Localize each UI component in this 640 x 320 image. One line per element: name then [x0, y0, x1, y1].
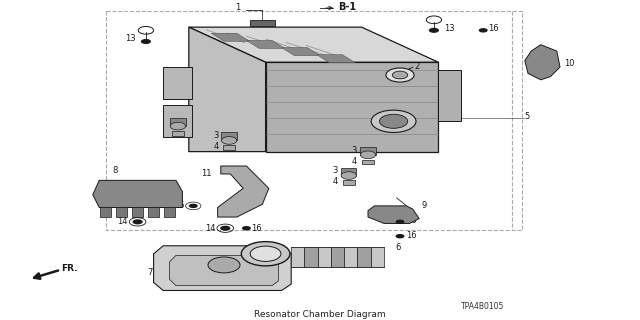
Text: 16: 16 — [406, 231, 417, 240]
Text: 4: 4 — [352, 157, 357, 166]
Polygon shape — [362, 160, 374, 164]
Polygon shape — [132, 207, 143, 217]
Text: 6: 6 — [396, 243, 401, 252]
Polygon shape — [163, 105, 192, 137]
Polygon shape — [331, 247, 344, 267]
Polygon shape — [317, 55, 355, 63]
Circle shape — [341, 172, 356, 180]
Text: 4: 4 — [333, 178, 338, 187]
Circle shape — [241, 242, 290, 266]
Text: 16: 16 — [252, 224, 262, 233]
Polygon shape — [266, 62, 438, 152]
Text: 13: 13 — [125, 34, 136, 43]
Text: 4: 4 — [214, 142, 219, 151]
Polygon shape — [163, 67, 192, 99]
Circle shape — [396, 234, 404, 238]
Polygon shape — [218, 166, 269, 217]
Polygon shape — [164, 207, 175, 217]
Circle shape — [371, 110, 416, 132]
Polygon shape — [438, 70, 461, 121]
Polygon shape — [172, 131, 184, 136]
Polygon shape — [291, 247, 305, 267]
Circle shape — [189, 204, 198, 208]
Polygon shape — [189, 27, 266, 152]
Circle shape — [220, 226, 230, 231]
Text: 3: 3 — [333, 166, 338, 175]
Text: 16: 16 — [406, 216, 417, 225]
Circle shape — [208, 257, 240, 273]
Text: 9: 9 — [421, 201, 426, 210]
Text: 10: 10 — [564, 59, 575, 68]
Polygon shape — [360, 147, 376, 155]
Text: 8: 8 — [112, 166, 117, 175]
Circle shape — [132, 219, 143, 224]
Polygon shape — [371, 247, 384, 267]
Polygon shape — [317, 247, 331, 267]
Polygon shape — [343, 180, 355, 185]
Circle shape — [380, 114, 408, 128]
Polygon shape — [148, 207, 159, 217]
Polygon shape — [358, 247, 371, 267]
Text: 13: 13 — [444, 24, 455, 33]
Polygon shape — [211, 33, 250, 41]
Polygon shape — [250, 20, 275, 26]
Circle shape — [141, 39, 151, 44]
Polygon shape — [305, 247, 317, 267]
Polygon shape — [93, 180, 182, 207]
Polygon shape — [223, 145, 235, 150]
Polygon shape — [170, 118, 186, 126]
Text: 4: 4 — [163, 130, 168, 139]
Circle shape — [479, 28, 488, 33]
Polygon shape — [221, 132, 237, 140]
Polygon shape — [189, 27, 438, 62]
Polygon shape — [246, 40, 285, 48]
Circle shape — [392, 71, 408, 79]
Text: 14: 14 — [118, 217, 128, 226]
Text: 5: 5 — [525, 112, 530, 121]
Text: 3: 3 — [352, 146, 357, 155]
Text: 15: 15 — [174, 201, 184, 210]
Polygon shape — [525, 45, 560, 80]
Polygon shape — [341, 168, 356, 176]
Text: Resonator Chamber Diagram: Resonator Chamber Diagram — [254, 310, 386, 319]
Polygon shape — [282, 48, 320, 56]
Text: 14: 14 — [205, 224, 216, 233]
Text: 1: 1 — [235, 4, 240, 12]
Polygon shape — [344, 247, 358, 267]
Circle shape — [221, 137, 237, 144]
Text: 2: 2 — [415, 61, 420, 71]
Circle shape — [386, 68, 414, 82]
Circle shape — [250, 246, 281, 261]
Text: 16: 16 — [488, 24, 499, 33]
Text: 3: 3 — [163, 117, 168, 126]
Text: B-1: B-1 — [338, 2, 356, 12]
Polygon shape — [368, 206, 419, 223]
Text: 11: 11 — [201, 170, 211, 179]
Polygon shape — [116, 207, 127, 217]
Text: FR.: FR. — [61, 264, 77, 273]
Text: TPA4B0105: TPA4B0105 — [461, 302, 504, 311]
Polygon shape — [100, 207, 111, 217]
Circle shape — [429, 28, 439, 33]
Polygon shape — [170, 255, 278, 286]
Text: 12: 12 — [225, 251, 236, 260]
Circle shape — [396, 220, 404, 224]
Circle shape — [242, 226, 251, 230]
Polygon shape — [154, 246, 291, 291]
Text: 7: 7 — [147, 268, 152, 277]
Text: 3: 3 — [214, 131, 219, 140]
Circle shape — [170, 122, 186, 130]
Circle shape — [360, 151, 376, 159]
